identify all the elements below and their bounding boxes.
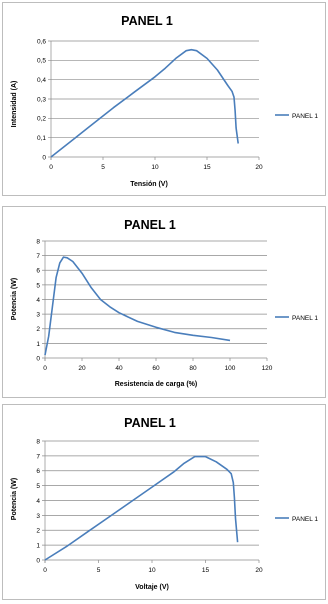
x-tick-label: 20 xyxy=(78,365,86,372)
y-tick-label: 7 xyxy=(36,253,40,260)
x-axis-label: Resistencia de carga (%) xyxy=(115,381,197,388)
x-axis-label: Voltaje (V) xyxy=(135,584,169,591)
y-tick-label: 0,1 xyxy=(37,135,46,142)
plot-area: 0 0,1 0,2 0,3 0,4 0,5 0,6 0 5 10 15 20 xyxy=(37,38,289,171)
x-axis-label: Tensión (V) xyxy=(130,181,168,188)
y-tick-label: 0,5 xyxy=(37,58,46,65)
y-tick-label: 1 xyxy=(36,543,40,550)
x-tick-label: 15 xyxy=(202,567,210,574)
y-tick-label: 1 xyxy=(36,341,40,348)
x-tick-label: 10 xyxy=(151,164,159,171)
series-line xyxy=(44,455,239,561)
y-tick-label: 6 xyxy=(36,468,40,475)
y-tick-label: 5 xyxy=(36,483,40,490)
y-tick-label: 5 xyxy=(36,282,40,289)
y-tick-label: 7 xyxy=(36,453,40,460)
y-tick-label: 2 xyxy=(36,528,40,535)
y-tick-label: 4 xyxy=(36,297,40,304)
y-axis-label: Potencia (W) xyxy=(11,478,18,520)
x-tick-label: 0 xyxy=(49,164,53,171)
y-tick-label: 3 xyxy=(36,312,40,319)
chart-panel: 0 1 2 3 4 5 6 7 8 0 20 40 60 80 100 120 PANEL 1 Potenci… xyxy=(2,206,326,398)
legend-label: PANEL 1 xyxy=(292,315,318,322)
legend-label: PANEL 1 xyxy=(292,113,318,120)
chart-title: PANEL 1 xyxy=(124,218,176,232)
chart-title: PANEL 1 xyxy=(124,416,176,430)
x-tick-label: 120 xyxy=(262,365,273,372)
y-tick-label: 4 xyxy=(36,498,40,505)
y-tick-label: 8 xyxy=(36,438,40,445)
y-tick-label: 0 xyxy=(36,557,40,564)
chart-svg: 0 0,1 0,2 0,3 0,4 0,5 0,6 0 5 10 15 20 PANEL 1 Inte… xyxy=(11,14,318,188)
x-tick-label: 40 xyxy=(115,365,123,372)
x-tick-label: 10 xyxy=(148,567,156,574)
x-tick-label: 60 xyxy=(152,365,160,372)
x-tick-label: 0 xyxy=(43,567,47,574)
chart-title: PANEL 1 xyxy=(121,14,173,28)
y-axis-label: Intensidad (A) xyxy=(11,81,18,128)
y-tick-label: 0 xyxy=(42,154,46,161)
y-axis-label: Potencia (W) xyxy=(11,278,18,320)
series-line xyxy=(50,48,239,158)
x-tick-label: 0 xyxy=(43,365,47,372)
x-tick-label: 100 xyxy=(225,365,236,372)
y-tick-label: 3 xyxy=(36,513,40,520)
x-tick-label: 15 xyxy=(203,164,211,171)
x-tick-label: 20 xyxy=(255,567,263,574)
y-tick-label: 0,4 xyxy=(37,77,46,84)
x-tick-label: 80 xyxy=(189,365,197,372)
x-tick-label: 5 xyxy=(97,567,101,574)
y-tick-label: 2 xyxy=(36,326,40,333)
y-tick-label: 0,6 xyxy=(37,38,46,45)
y-tick-label: 0,2 xyxy=(37,116,46,123)
y-tick-label: 0 xyxy=(36,355,40,362)
y-tick-label: 0,3 xyxy=(37,96,46,103)
chart-panel: 0 0,1 0,2 0,3 0,4 0,5 0,6 0 5 10 15 20 PANEL 1 Inte… xyxy=(2,2,326,196)
legend-label: PANEL 1 xyxy=(292,516,318,523)
chart-svg: 0 1 2 3 4 5 6 7 8 0 5 10 15 20 PANEL 1 Potencia (W) V… xyxy=(11,416,318,591)
x-tick-label: 5 xyxy=(101,164,105,171)
plot-area: 0 1 2 3 4 5 6 7 8 0 5 10 15 20 xyxy=(36,438,289,574)
chart-panel: 0 1 2 3 4 5 6 7 8 0 5 10 15 20 PANEL 1 Potencia (W) V… xyxy=(2,404,326,600)
series-line xyxy=(44,256,231,356)
y-tick-label: 8 xyxy=(36,238,40,245)
y-tick-label: 6 xyxy=(36,268,40,275)
x-tick-label: 20 xyxy=(255,164,263,171)
